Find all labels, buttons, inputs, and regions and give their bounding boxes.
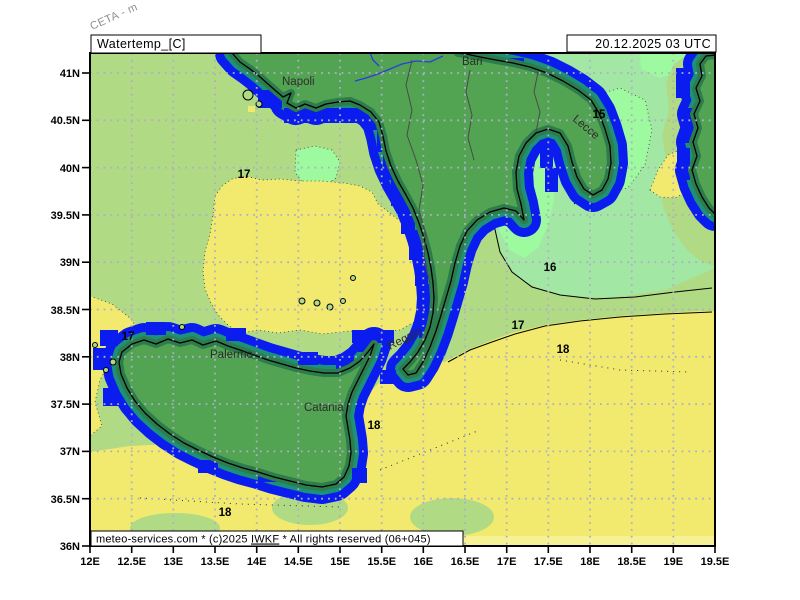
- copyright-post: * All rights reserved (06+045): [279, 534, 430, 546]
- temp-label-16: 16: [544, 262, 557, 274]
- lon-tick-label: 15E: [330, 556, 350, 568]
- lon-tick-label: 17.5E: [534, 556, 563, 568]
- temp-label-18-c: 18: [219, 507, 232, 519]
- river-line: [369, 53, 380, 67]
- lon-tick-label: 18E: [580, 556, 600, 568]
- copyright-text: meteo-services.com * (c)2025 IWKF * All …: [96, 534, 431, 546]
- lat-tick-label: 39N: [60, 257, 80, 269]
- temp-label-18-b: 18: [368, 420, 381, 432]
- lon-tick-label: 12.5E: [117, 556, 146, 568]
- map-area: Napoli Bari Lecce Palermo Catania Reggio…: [90, 53, 715, 546]
- lat-tick-label: 41N: [60, 68, 80, 80]
- islands: [92, 89, 356, 373]
- copyright-box: [90, 530, 464, 547]
- temp-label-17-b: 17: [512, 320, 525, 332]
- lat-tick-label: 39.5N: [51, 210, 80, 222]
- lon-tick-label: 13.5E: [201, 556, 230, 568]
- lat-tick-label: 37N: [60, 446, 80, 458]
- graticule: [90, 53, 715, 546]
- lon-axis: 12E 12.5E 13E 13.5E 14E 14.5E 15E 15.5E …: [80, 546, 729, 568]
- datetime-box: [566, 34, 717, 53]
- copyright-link[interactable]: IWKF: [251, 534, 279, 546]
- lat-tick-label: 40N: [60, 163, 80, 175]
- copyright-pre: meteo-services.com * (c)2025: [96, 534, 251, 546]
- city-label-catania: Catania: [304, 402, 344, 414]
- lat-tick-label: 38N: [60, 352, 80, 364]
- lat-tick-label: 38.5N: [51, 305, 80, 317]
- data-marker-yellow: [248, 106, 255, 112]
- sea-patch: [410, 498, 494, 536]
- lat-tick-label: 40.5N: [51, 115, 80, 127]
- lon-tick-label: 14.5E: [284, 556, 313, 568]
- map-title: Watertemp_[C]: [97, 37, 186, 51]
- region-border-line: [405, 59, 431, 284]
- lon-tick-label: 16E: [414, 556, 434, 568]
- lon-tick-label: 12E: [80, 556, 100, 568]
- lat-tick-label: 37.5N: [51, 399, 80, 411]
- lon-tick-label: 14E: [247, 556, 267, 568]
- datetime-label: 20.12.2025 03 UTC: [595, 37, 711, 51]
- isotherm-16-line: [493, 224, 713, 300]
- lat-tick-label: 36N: [60, 541, 80, 553]
- sea-zone-16-pocket-salerno: [294, 145, 341, 189]
- lon-tick-label: 19.5E: [701, 556, 730, 568]
- river-line: [354, 55, 444, 82]
- lat-axis: 41N 40.5N 40N 39.5N 39N 38.5N 38N 37.5N …: [51, 68, 90, 553]
- region-border-line: [533, 71, 541, 133]
- temp-label-17-c: 17: [122, 331, 135, 343]
- temp-label-17-a: 17: [238, 169, 251, 181]
- lon-tick-label: 15.5E: [367, 556, 396, 568]
- sea-zone-18-south: [90, 311, 715, 546]
- region-border-line: [465, 69, 475, 161]
- stipple-dots: [559, 359, 691, 373]
- city-label-bari: Bari: [462, 56, 482, 68]
- temp-label-15: 15: [593, 109, 606, 121]
- lon-tick-label: 16.5E: [451, 556, 480, 568]
- isotherm-18-line: [447, 311, 713, 363]
- sea-zone-15-pocket-corner: [640, 53, 692, 78]
- lon-tick-label: 17E: [497, 556, 517, 568]
- title-box: [90, 34, 262, 54]
- temp-label-18-a: 18: [557, 344, 570, 356]
- city-label-palermo: Palermo: [210, 349, 253, 361]
- lon-tick-label: 13E: [164, 556, 184, 568]
- lon-tick-label: 18.5E: [617, 556, 646, 568]
- lat-tick-label: 36.5N: [51, 494, 80, 506]
- city-label-napoli: Napoli: [282, 76, 315, 88]
- lon-tick-label: 19E: [664, 556, 684, 568]
